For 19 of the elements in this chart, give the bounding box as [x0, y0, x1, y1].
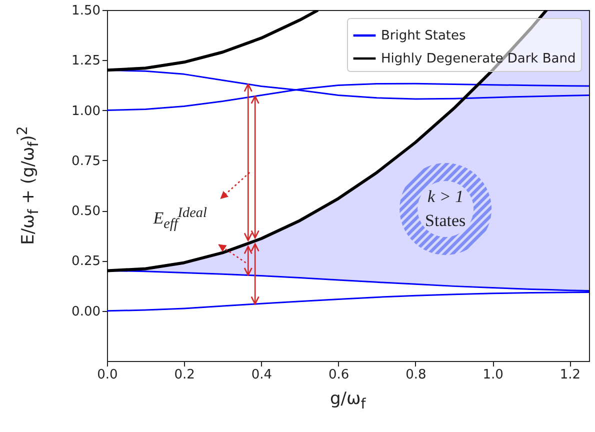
annotation: k > 1 — [428, 186, 464, 207]
x-tick-label: 0.6 — [328, 368, 350, 382]
x-tick-label: 0.0 — [97, 368, 118, 382]
legend-label: Highly Degenerate Dark Band — [381, 52, 576, 66]
y-tick-label: 1.25 — [72, 54, 100, 69]
legend-label: Bright States — [381, 28, 466, 44]
y-tick-label: 1.00 — [72, 104, 100, 119]
x-axis-title: g/ω$_{f}$ — [330, 389, 366, 412]
x-tick-label: 0.2 — [174, 368, 195, 382]
y-tick-label: 1.50 — [72, 4, 100, 18]
y-tick-label: 0.75 — [72, 154, 100, 169]
y-tick-label: 0.25 — [72, 254, 100, 270]
x-tick-label: 1.2 — [560, 368, 581, 382]
y-tick-label: 0.00 — [72, 304, 100, 320]
x-tick-label: 1.0 — [482, 368, 504, 382]
x-tick-label: 0.4 — [251, 368, 272, 382]
annotation: States — [425, 210, 466, 231]
x-tick-label: 0.8 — [406, 368, 426, 382]
y-tick-label: 0.50 — [72, 204, 100, 220]
